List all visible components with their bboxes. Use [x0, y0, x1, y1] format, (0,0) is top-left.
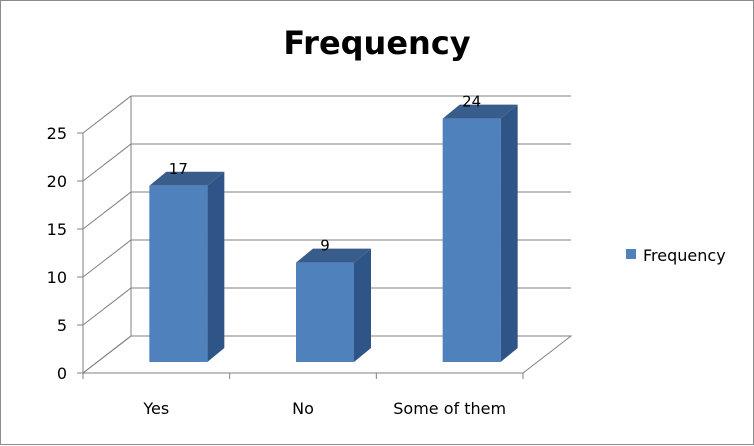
gridline-side: [82, 143, 132, 182]
gridline-side: [82, 191, 132, 230]
y-tick-label: 25: [47, 124, 67, 143]
bar-side: [207, 171, 225, 362]
legend: Frequency: [626, 246, 726, 265]
bar-top: [149, 171, 225, 186]
gridline-side: [82, 335, 132, 374]
y-tick-label: 15: [47, 220, 67, 239]
gridline-side: [82, 287, 132, 326]
plot-area: 0 5 10 15 20 25 17 Yes 9 No 24 Some of them: [47, 93, 573, 418]
data-label: 9: [320, 237, 330, 255]
bar: [296, 262, 354, 362]
data-label: 24: [462, 93, 481, 111]
bar: [442, 118, 501, 362]
bar-top: [442, 104, 518, 119]
legend-swatch: [626, 249, 636, 259]
bar-top: [296, 248, 371, 263]
gridline-side: [82, 95, 132, 134]
bar-side: [354, 248, 371, 362]
x-tick-label: Some of them: [393, 399, 506, 418]
legend-label: Frequency: [643, 246, 726, 265]
bar: [149, 185, 208, 362]
x-tick-label: Yes: [142, 399, 169, 418]
y-tick-label: 5: [57, 316, 67, 335]
x-tick-label: No: [292, 399, 314, 418]
y-tick-label: 10: [47, 268, 67, 287]
chart-title: Frequency: [283, 24, 470, 62]
gridline-side: [82, 239, 132, 278]
data-label: 17: [169, 160, 188, 178]
y-tick-label: 0: [57, 364, 67, 383]
y-tick-label: 20: [47, 172, 67, 191]
bar-side: [500, 104, 518, 362]
